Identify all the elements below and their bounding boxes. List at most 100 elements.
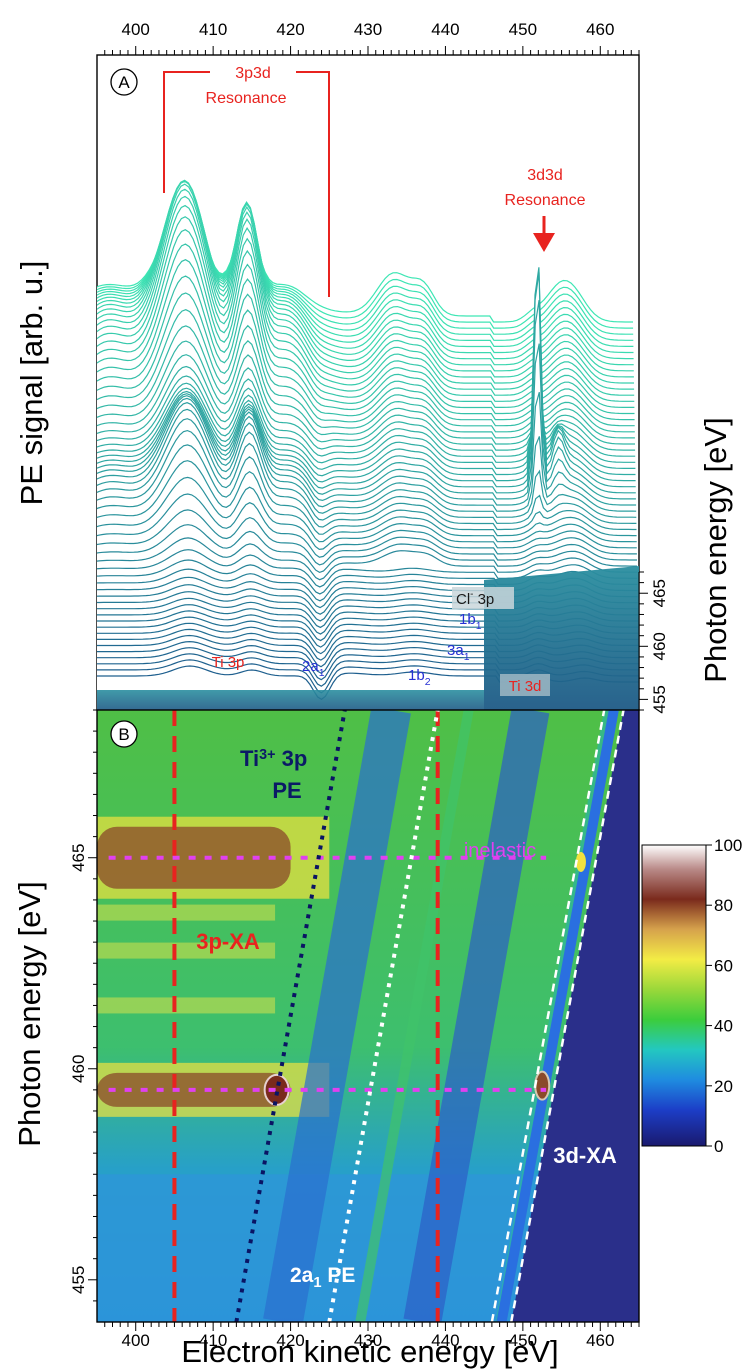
heat-diagonal-stripe (403, 710, 550, 1322)
colorbar: 0 20 40 60 80 100 (641, 836, 742, 1156)
annotation-3p3d: 3p3d (235, 65, 271, 82)
panel-b: 400 410 420 430 440 450 460 455 460 465 Ti3+ 3p P… (69, 709, 640, 1350)
x-axis-title: Electron kinetic energy [eV] (181, 1334, 558, 1369)
y-axis-title-a: PE signal [arb. u.] (14, 261, 49, 506)
spectrum-line (97, 343, 636, 500)
spectrum-line (97, 325, 635, 445)
bottom-tick-label: 410 (199, 1331, 227, 1350)
spectrum-line (97, 195, 635, 390)
annotation-ti3p-pe-2: PE (272, 778, 301, 803)
top-tick-label: 400 (122, 20, 150, 39)
panel-a-badge (110, 68, 138, 96)
cl3p-label-bg (452, 587, 514, 609)
heat-3dxa-peak (534, 1070, 551, 1101)
spectrum-line (97, 275, 635, 427)
bottom-tick-label: 440 (431, 1331, 459, 1350)
ti3d-label-bg (500, 674, 550, 696)
spectrum-line (97, 300, 636, 494)
annotation-3p-xa: 3p-XA (196, 929, 260, 954)
spectrum-line (97, 444, 637, 537)
annotation-ti3p-pe: Ti3+ 3p (240, 746, 307, 771)
top-tick-label: 410 (199, 20, 227, 39)
annotation-3d3d: 3d3d (527, 167, 563, 184)
colorbar-tick-label: 60 (714, 956, 733, 975)
bottom-tick-label: 400 (122, 1331, 150, 1350)
spectrum-line (97, 272, 636, 488)
panel-b-annotations: Ti3+ 3p PE inelastic 3p-XA 3d-XA 2a1 PE (196, 746, 617, 1291)
top-tick-label: 460 (586, 20, 614, 39)
top-tick-label: 430 (354, 20, 382, 39)
diagonal-guide-line (327, 710, 440, 1322)
bottom-tick-label: 420 (276, 1331, 304, 1350)
left-tick-label: 460 (69, 1055, 88, 1083)
y-axis-title-b: Photon energy [eV] (12, 881, 47, 1146)
colorbar-gradient (641, 844, 707, 1147)
spectrum-line (97, 188, 634, 384)
heat-diagonal-stripe (263, 710, 411, 1322)
heatmap-guides (108, 710, 625, 1322)
spectrum-line (97, 493, 637, 558)
spectrum-line (97, 537, 638, 581)
heat-diagonal-stripe (355, 710, 474, 1322)
arrow-head (533, 233, 555, 252)
spectrum-line (97, 292, 635, 433)
annotation-3d3d-resonance: Resonance (505, 192, 586, 209)
annotation-2a1: 2a1 (302, 658, 325, 679)
z-tick-label: 455 (650, 685, 669, 713)
bottom-tick-label: 460 (586, 1331, 614, 1350)
spectrum-line (97, 229, 635, 408)
annotation-1b2: 1b2 (408, 667, 431, 688)
heat-band-faint (97, 942, 276, 959)
heat-3dxa-stripe (496, 710, 619, 1322)
annotation-1b1: 1b1 (459, 611, 482, 632)
spectrum-line (97, 549, 638, 588)
spectrum-line (97, 183, 634, 378)
spectrum-line (97, 216, 635, 402)
colorbar-tick-label: 40 (714, 1017, 733, 1036)
bottom-tick-label: 430 (354, 1331, 382, 1350)
panel-a: 400 410 420 430 440 450 460 455 460 465 3p3d Reso… (96, 20, 669, 714)
spectrum-line (97, 418, 637, 525)
spectrum-line (97, 402, 637, 512)
diagonal-guide-line (490, 710, 606, 1322)
spectrum-line (97, 180, 634, 372)
spectrum-line (97, 524, 638, 574)
spectrum-line (97, 179, 634, 366)
z-tick-label: 460 (650, 632, 669, 660)
heat-band-faint (97, 904, 276, 921)
spectrum-line (97, 309, 635, 439)
left-tick-label: 455 (69, 1266, 88, 1294)
colorbar-tick-label: 0 (714, 1137, 723, 1156)
spectrum-line (97, 243, 635, 415)
top-tick-label: 440 (431, 20, 459, 39)
waterfall-front-face (97, 690, 484, 710)
colorbar-tick-label: 100 (714, 836, 742, 855)
spectrum-line (97, 204, 635, 396)
annotation-3d-xa: 3d-XA (553, 1143, 617, 1168)
bottom-tick-label: 450 (509, 1331, 537, 1350)
annotation-inelastic: inelastic (464, 840, 536, 862)
spectrum-line (97, 509, 637, 566)
panel-a-label: A (118, 73, 130, 92)
heatmap-features (97, 710, 639, 1322)
annotation-ti3d: Ti 3d (509, 678, 542, 695)
photon-energy-z-axis: 455 460 465 (638, 571, 669, 714)
diagonal-guide-line (510, 710, 625, 1322)
panel-b-label: B (118, 725, 129, 744)
left-y-axis-b: 455 460 465 (69, 709, 97, 1302)
panel-a-annotations: 3p3d Resonance 3d3d Resonance Ti 3p Ti 3d 2a1 1… (163, 65, 586, 696)
spectrum-line (97, 476, 637, 551)
spectrum-line (97, 429, 637, 531)
spectrum-line (97, 408, 637, 518)
top-tick-label: 450 (509, 20, 537, 39)
colorbar-tick-label: 20 (714, 1077, 733, 1096)
panel-b-badge (110, 720, 138, 748)
resonance-bracket (163, 71, 330, 297)
waterfall-spectra (97, 179, 639, 710)
diagonal-guide-line (234, 710, 347, 1322)
annotation-3a1: 3a1 (447, 642, 470, 663)
colorbar-tick-label: 80 (714, 896, 733, 915)
spectrum-line (97, 259, 635, 421)
bottom-x-axis: 400 410 420 430 440 450 460 (104, 1322, 640, 1350)
